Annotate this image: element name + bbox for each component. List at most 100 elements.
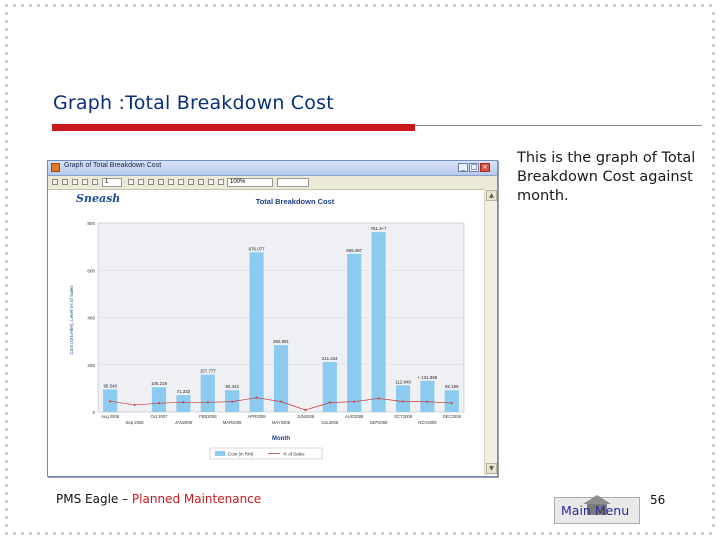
line-point	[231, 400, 234, 403]
search-icon[interactable]	[168, 179, 174, 185]
x-tick-label: Aug 2006	[101, 414, 120, 419]
prev-page-icon[interactable]	[62, 179, 68, 185]
border-dot	[125, 532, 128, 535]
border-dot	[712, 356, 715, 359]
x-tick-label: OCT2008	[394, 414, 413, 419]
find-input[interactable]	[277, 178, 309, 187]
border-dot	[712, 292, 715, 295]
border-dot	[573, 532, 576, 535]
border-dot	[541, 532, 544, 535]
border-dot	[613, 4, 616, 7]
first-page-icon[interactable]	[52, 179, 58, 185]
vertical-scrollbar[interactable]: ▲ ▼	[484, 189, 497, 475]
zoom-select[interactable]: 100%	[227, 178, 273, 187]
export-icon[interactable]	[158, 179, 164, 185]
save-icon[interactable]	[198, 179, 204, 185]
border-dot	[712, 60, 715, 63]
page-setup-icon[interactable]	[188, 179, 194, 185]
border-dot	[5, 132, 8, 135]
border-dot	[712, 180, 715, 183]
y-axis-label: Cost (Ori=Hire), Level Vs of Sales	[69, 285, 74, 355]
border-dot	[309, 4, 312, 7]
last-page-icon[interactable]	[82, 179, 88, 185]
page-number-input[interactable]: 1	[102, 178, 122, 187]
border-dot	[229, 4, 232, 7]
border-dot	[712, 468, 715, 471]
minimize-button[interactable]: _	[458, 163, 468, 172]
main-menu-button[interactable]: Main Menu	[554, 495, 640, 524]
border-dot	[525, 4, 528, 7]
border-dot	[677, 4, 680, 7]
border-dot	[581, 4, 584, 7]
border-dot	[397, 4, 400, 7]
close-button[interactable]: ×	[480, 163, 490, 172]
border-dot	[381, 532, 384, 535]
border-dot	[5, 420, 8, 423]
border-dot	[5, 460, 8, 463]
border-dot	[397, 532, 400, 535]
border-dot	[469, 532, 472, 535]
border-dot	[712, 52, 715, 55]
border-dot	[533, 532, 536, 535]
line-point	[377, 397, 380, 400]
border-dot	[712, 476, 715, 479]
layout-icon[interactable]	[208, 179, 214, 185]
next-page-icon[interactable]	[72, 179, 78, 185]
border-dot	[637, 4, 640, 7]
border-dot	[421, 532, 424, 535]
border-dot	[712, 124, 715, 127]
border-dot	[5, 60, 8, 63]
border-dot	[445, 4, 448, 7]
border-dot	[533, 4, 536, 7]
border-dot	[5, 356, 8, 359]
border-dot	[693, 4, 696, 7]
border-dot	[213, 4, 216, 7]
border-dot	[712, 68, 715, 71]
border-dot	[5, 452, 8, 455]
border-dot	[712, 396, 715, 399]
border-dot	[77, 4, 80, 7]
border-dot	[277, 4, 280, 7]
border-dot	[61, 532, 64, 535]
scroll-up-icon[interactable]: ▲	[486, 190, 497, 201]
border-dot	[541, 4, 544, 7]
bar	[395, 385, 411, 412]
border-dot	[712, 204, 715, 207]
border-dot	[712, 324, 715, 327]
border-dot	[285, 4, 288, 7]
border-dot	[13, 532, 16, 535]
copy-icon[interactable]	[178, 179, 184, 185]
border-dot	[85, 4, 88, 7]
border-dot	[269, 4, 272, 7]
border-dot	[5, 364, 8, 367]
border-dot	[317, 4, 320, 7]
border-dot	[101, 4, 104, 7]
window-titlebar[interactable]: Graph of Total Breakdown Cost _ □ ×	[48, 161, 497, 176]
y-tick-label: 600	[87, 268, 95, 273]
scroll-down-icon[interactable]: ▼	[486, 463, 497, 474]
zoom-icon[interactable]	[218, 179, 224, 185]
border-dot	[712, 156, 715, 159]
border-dot	[712, 44, 715, 47]
border-dot	[5, 292, 8, 295]
border-dot	[712, 284, 715, 287]
bar	[249, 252, 264, 412]
border-dot	[69, 4, 72, 7]
chart-legend: Cost (in RM) % of Sales	[209, 447, 323, 460]
goto-page-icon[interactable]	[92, 179, 98, 185]
border-dot	[589, 4, 592, 7]
border-dot	[701, 4, 704, 7]
border-dot	[421, 4, 424, 7]
border-dot	[293, 4, 296, 7]
print-icon[interactable]	[148, 179, 154, 185]
border-dot	[712, 116, 715, 119]
x-tick-label: JUL2008	[321, 420, 338, 425]
refresh-icon[interactable]	[138, 179, 144, 185]
border-dot	[712, 420, 715, 423]
x-tick-label: MAR2008	[223, 420, 242, 425]
border-dot	[501, 4, 504, 7]
border-dot	[413, 4, 416, 7]
stop-icon[interactable]	[128, 179, 134, 185]
maximize-button[interactable]: □	[469, 163, 479, 172]
border-dot	[29, 4, 32, 7]
